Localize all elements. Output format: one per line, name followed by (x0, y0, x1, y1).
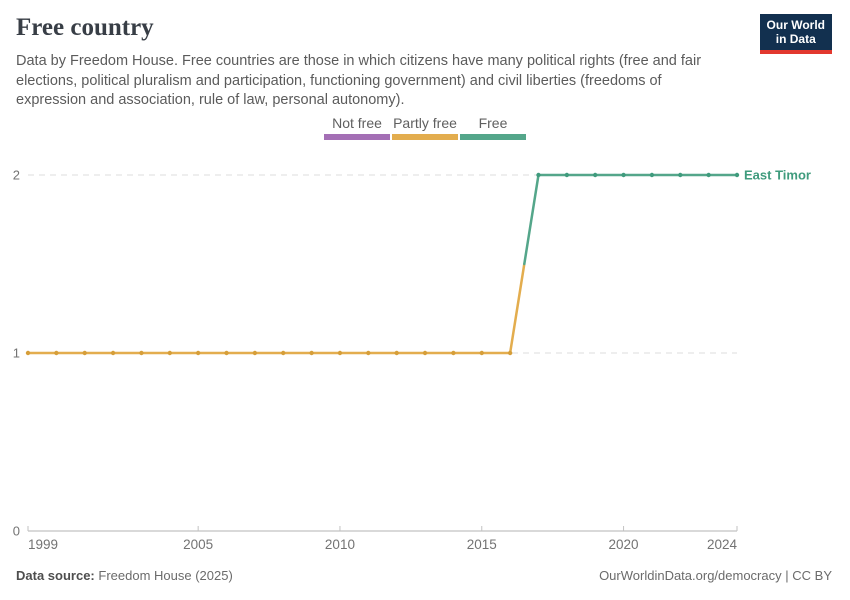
owid-url-link[interactable]: OurWorldinData.org/democracy (599, 568, 782, 583)
svg-text:2020: 2020 (609, 537, 639, 552)
svg-text:2: 2 (13, 168, 20, 183)
footer-separator: | (785, 568, 789, 583)
svg-text:1999: 1999 (28, 537, 58, 552)
data-source-value: Freedom House (2025) (98, 568, 233, 583)
svg-text:East Timor: East Timor (744, 168, 811, 183)
subtitle-line: expression and association, rule of law,… (16, 92, 405, 108)
legend-swatch-free (460, 134, 526, 140)
license-link[interactable]: CC BY (792, 568, 832, 583)
legend-swatch-partly-free (392, 134, 458, 140)
page-title: Free country (16, 14, 154, 41)
legend-label: Free (478, 115, 508, 131)
subtitle-line: elections, political pluralism and parti… (16, 72, 662, 89)
legend-item-not-free[interactable]: Not free (324, 115, 390, 140)
legend-item-free[interactable]: Free (460, 115, 526, 140)
chart-subtitle: Data by Freedom House. Free countries ar… (16, 52, 736, 111)
svg-text:2010: 2010 (325, 537, 355, 552)
svg-text:0: 0 (13, 524, 20, 539)
chart-legend: Not free Partly free Free (0, 115, 850, 140)
owid-logo-line2: in Data (775, 31, 816, 46)
footer-right: OurWorldinData.org/democracy | CC BY (599, 568, 832, 583)
owid-logo[interactable]: Our World in Data (759, 14, 832, 54)
owid-logo-line1: Our World (766, 18, 825, 32)
line-chart: 0 1 2 1999 2005 2010 2015 2020 2024 East Timor (13, 168, 811, 553)
legend-label: Not free (332, 115, 382, 131)
svg-text:2024: 2024 (707, 537, 738, 552)
legend-swatch-not-free (324, 134, 390, 140)
chart-footer: Data source: Freedom House (2025) OurWor… (16, 568, 832, 583)
legend-label: Partly free (393, 115, 457, 131)
svg-text:1: 1 (13, 346, 20, 361)
data-source-label: Data source: (16, 568, 95, 583)
data-source: Data source: Freedom House (2025) (16, 568, 233, 583)
subtitle-line: Data by Freedom House. Free countries ar… (16, 53, 702, 69)
svg-text:2015: 2015 (467, 537, 497, 552)
legend-item-partly-free[interactable]: Partly free (392, 115, 458, 140)
svg-text:2005: 2005 (183, 537, 213, 552)
